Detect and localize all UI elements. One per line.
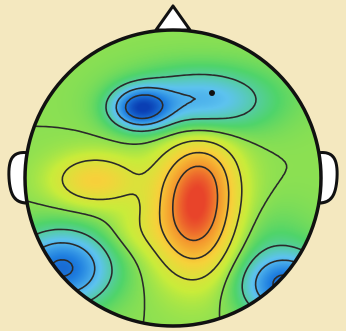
electrode-dot: [209, 90, 215, 96]
contour-line-7: [172, 165, 219, 242]
head-outline: [23, 28, 323, 328]
heat-image: [25, 30, 321, 326]
contour-line-6: [158, 151, 230, 260]
contour-line-5: [61, 140, 243, 281]
heat-field: [25, 30, 321, 326]
